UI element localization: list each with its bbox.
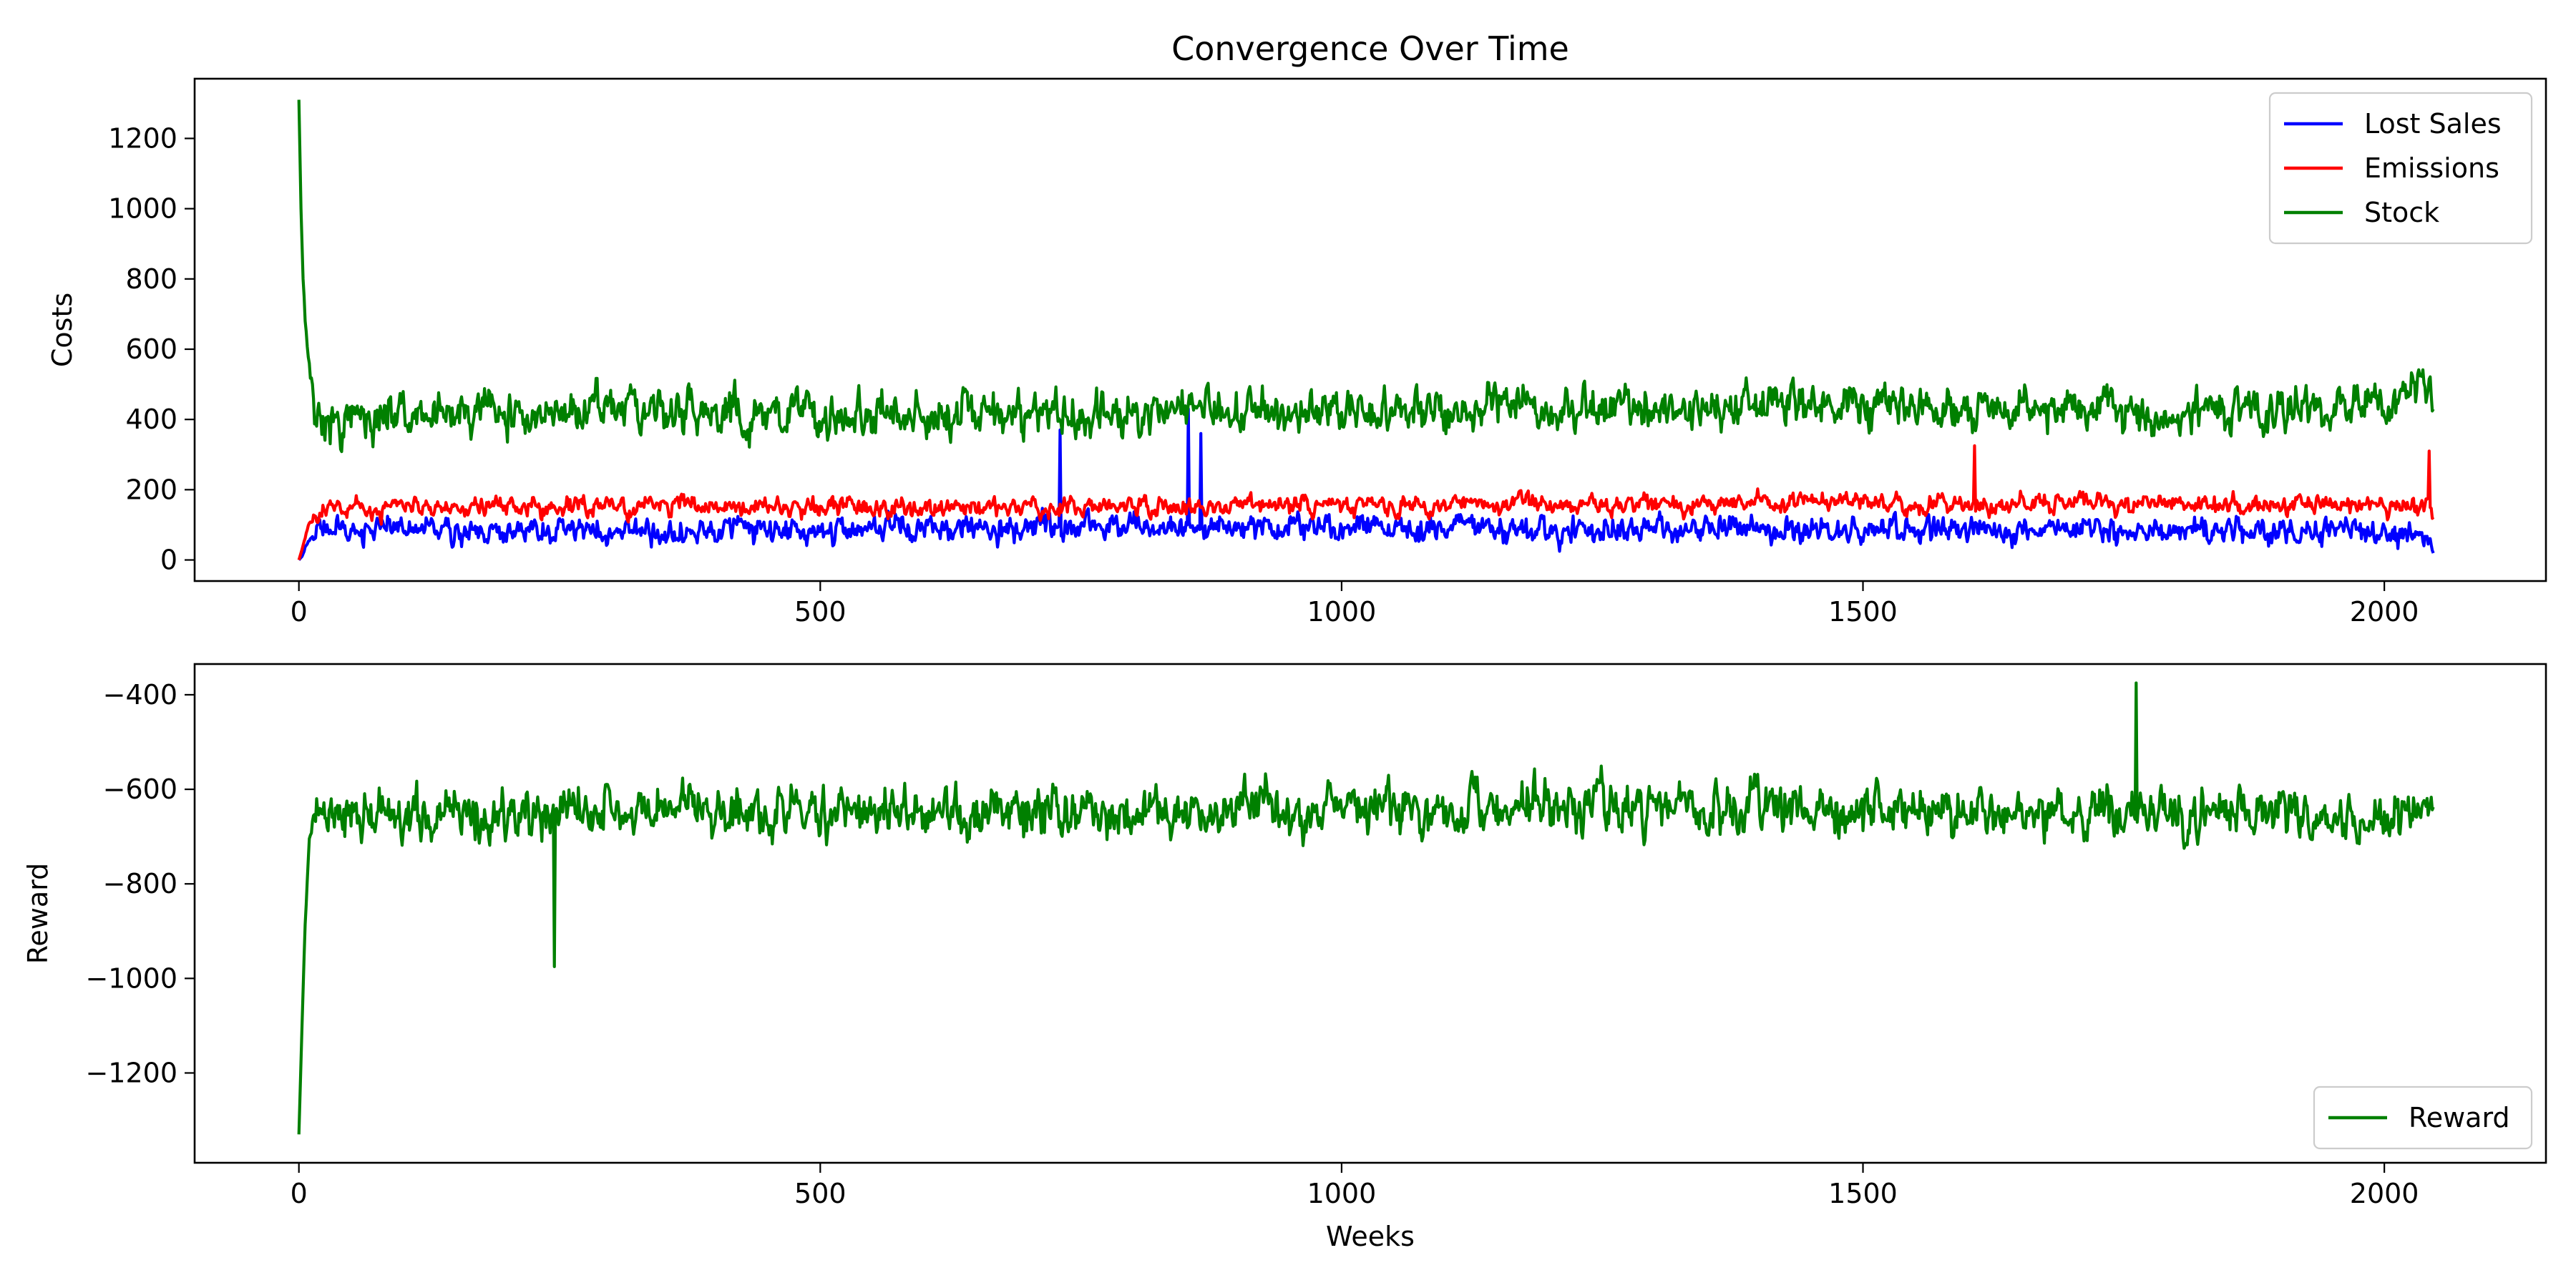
costs-legend: Lost Sales Emissions Stock: [2268, 92, 2533, 245]
reward-y-tick-label: −400: [103, 679, 177, 711]
costs-y-tick-label: 600: [125, 333, 177, 365]
costs-y-axis-label: Costs: [47, 293, 78, 367]
costs-x-tick-label: 2000: [2350, 596, 2419, 628]
series-line-emissions: [297, 444, 2435, 561]
figure-title: Convergence Over Time: [1171, 29, 1569, 68]
reward-y-tick-label: −600: [103, 774, 177, 805]
reward-legend-box: [2313, 1085, 2533, 1150]
reward-x-tick-label: 1000: [1307, 1178, 1377, 1209]
costs-y-tick-label: 800: [125, 263, 177, 295]
legend-label-lost-sales: Lost Sales: [2364, 108, 2502, 140]
costs-legend-box: [2268, 92, 2533, 245]
series-line-stock: [297, 99, 2435, 454]
legend-label-reward: Reward: [2409, 1102, 2510, 1133]
reward-y-tick-label: −1200: [85, 1057, 177, 1088]
costs-x-tick-label: 1000: [1307, 596, 1377, 628]
series-line-lost-sales: [298, 407, 2435, 561]
costs-axes-frame: [193, 77, 2547, 582]
reward-panel: 0 500 1000 1500 2000 −400 −600 −800 −1000 −1200 Re…: [22, 663, 2547, 1252]
costs-y-tick-label: 200: [125, 474, 177, 505]
reward-axes-frame: [193, 663, 2547, 1164]
series-line-reward: [297, 681, 2435, 1135]
costs-x-tick-label: 1500: [1828, 596, 1898, 628]
reward-y-axis-label: Reward: [22, 863, 54, 965]
costs-plot-area: [297, 99, 2435, 561]
costs-y-tick-label: 1200: [108, 122, 177, 154]
reward-y-tick-label: −800: [103, 868, 177, 899]
costs-x-tick-label: 0: [291, 596, 308, 628]
costs-y-tick-label: 1000: [108, 193, 177, 225]
costs-y-tick-label: 0: [160, 545, 177, 576]
legend-label-stock: Stock: [2364, 197, 2439, 228]
reward-x-tick-label: 1500: [1828, 1178, 1898, 1209]
reward-y-tick-label: −1000: [85, 962, 177, 994]
legend-label-emissions: Emissions: [2364, 152, 2499, 184]
reward-x-tick-label: 500: [794, 1178, 847, 1209]
reward-legend: Reward: [2313, 1085, 2533, 1150]
costs-y-tick-label: 400: [125, 404, 177, 435]
reward-x-axis-label: Weeks: [1326, 1221, 1415, 1252]
reward-x-tick-label: 2000: [2350, 1178, 2419, 1209]
costs-x-tick-label: 500: [794, 596, 847, 628]
reward-x-tick-label: 0: [291, 1178, 308, 1209]
reward-plot-area: [297, 681, 2435, 1135]
costs-panel: 0 500 1000 1500 2000 0 200 400 600 800 1000 1200 Cos…: [47, 77, 2547, 628]
